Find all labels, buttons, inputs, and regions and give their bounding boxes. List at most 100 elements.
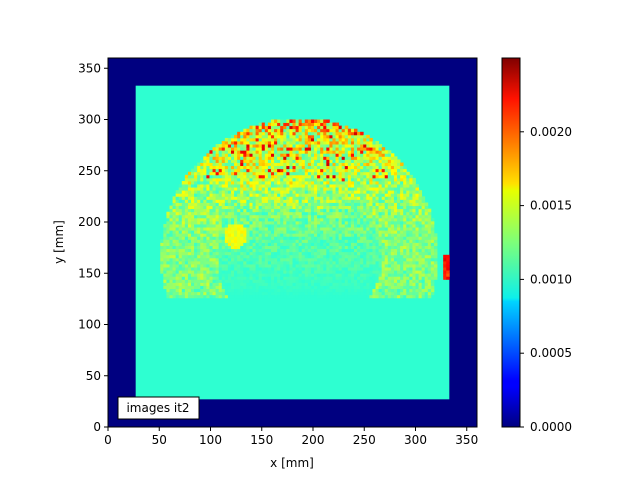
heatmap-cell [347,282,352,286]
heatmap-cell [415,251,419,256]
heatmap-cell [360,230,364,234]
heatmap-cell [194,224,198,228]
heatmap-cell [166,236,170,240]
heatmap-cell [270,162,275,167]
heatmap-cell [350,190,355,194]
heatmap-cell [323,131,327,136]
heatmap-cell [227,251,232,256]
heatmap-cell [384,264,389,268]
heatmap-cell [295,254,300,259]
heatmap-cell [307,288,312,293]
heatmap-cell [409,187,413,191]
heatmap-cell [292,159,296,163]
heatmap-cell [270,150,275,154]
heatmap-cell [304,267,309,271]
heatmap-cell [400,168,404,173]
heatmap-cell [381,171,386,176]
heatmap-cell [409,248,413,253]
heatmap-cell [240,147,244,151]
heatmap-cell [378,190,383,194]
heatmap-cell [341,137,346,142]
heatmap-cell [338,168,343,173]
heatmap-cell [393,208,398,213]
heatmap-cell [307,168,312,173]
heatmap-cell [397,294,401,299]
heatmap-cell [354,177,358,182]
heatmap-cell [307,128,312,133]
heatmap-cell [264,202,269,206]
heatmap-cell [323,279,327,283]
heatmap-cell [221,190,226,194]
heatmap-cell [446,257,450,262]
heatmap-cell [224,239,229,243]
heatmap-cell [393,202,398,206]
heatmap-cell [397,267,401,271]
heatmap-cell [335,251,340,256]
heatmap-cell [252,220,256,225]
heatmap-cell [191,227,195,231]
heatmap-cell [390,276,395,280]
heatmap-cell [338,254,343,259]
heatmap-cell [372,153,376,157]
heatmap-cell [418,264,423,268]
heatmap-cell [280,177,284,182]
heatmap-cell [261,190,266,194]
heatmap-cell [286,248,290,253]
heatmap-cell [350,196,355,200]
heatmap-cell [243,288,247,293]
heatmap-cell [178,193,183,197]
heatmap-cell [203,239,207,243]
heatmap-cell [409,242,413,246]
heatmap-cell [224,187,229,191]
heatmap-cell [175,239,180,243]
heatmap-cell [234,251,238,256]
heatmap-cell [184,254,189,259]
heatmap-cell [267,264,272,268]
heatmap-cell [326,190,330,194]
heatmap-cell [215,236,220,240]
heatmap-cell [286,162,290,167]
heatmap-cell [326,276,330,280]
heatmap-cell [194,211,198,216]
heatmap-cell [191,260,195,265]
heatmap-cell [289,122,293,127]
heatmap-cell [332,141,336,145]
heatmap-cell [215,264,220,268]
heatmap-cell [409,199,413,203]
heatmap-cell [246,208,250,213]
heatmap-cell [384,184,389,188]
heatmap-cell [237,267,241,271]
heatmap-cell [280,144,284,148]
heatmap-cell [258,230,263,234]
heatmap-cell [406,199,410,203]
heatmap-cell [227,156,232,160]
heatmap-cell [301,190,306,194]
heatmap-cell [375,282,379,286]
heatmap-cell [206,257,210,262]
heatmap-cell [314,184,318,188]
heatmap-cell [390,181,395,185]
heatmap-cell [295,153,300,157]
heatmap-cell [400,285,404,290]
heatmap-cell [326,242,330,246]
heatmap-cell [184,264,189,268]
heatmap-cell [421,245,426,250]
heatmap-cell [350,291,355,296]
heatmap-cell [261,144,266,148]
heatmap-cell [270,125,275,130]
heatmap-cell [191,168,195,173]
heatmap-cell [344,267,349,271]
heatmap-cell [274,285,278,290]
heatmap-cell [415,196,419,200]
heatmap-cell [369,153,373,157]
heatmap-cell [443,270,447,274]
heatmap-cell [237,159,241,163]
heatmap-cell [258,242,263,246]
heatmap-cell [409,193,413,197]
heatmap-cell [390,159,395,163]
heatmap-cell [390,279,395,283]
heatmap-cell [187,184,192,188]
heatmap-cell [350,214,355,219]
heatmap-cell [323,239,327,243]
heatmap-cell [224,279,229,283]
